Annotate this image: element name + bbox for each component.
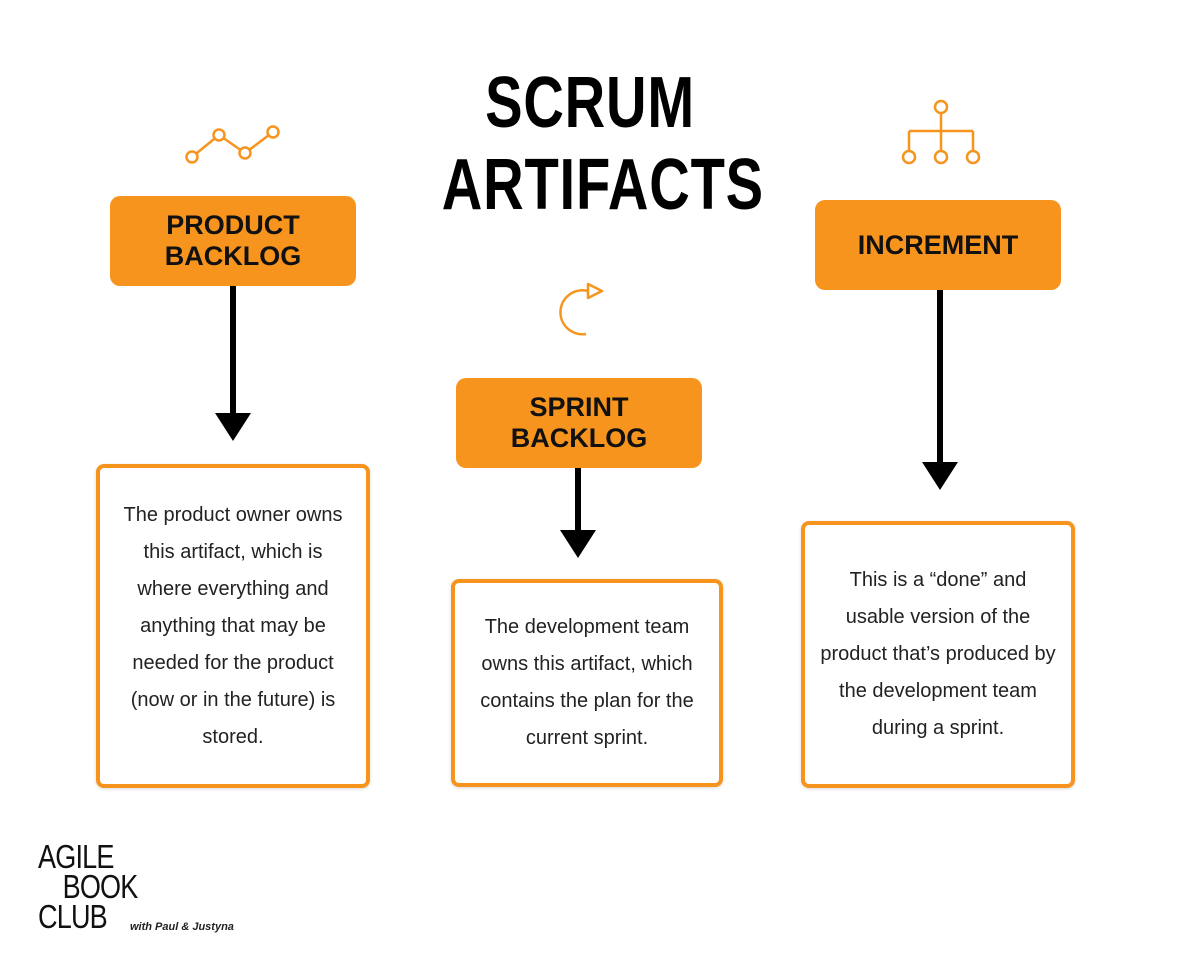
product-backlog-arrow-shaft bbox=[230, 286, 236, 416]
increment-label: INCREMENT bbox=[815, 200, 1061, 290]
hierarchy-icon bbox=[901, 99, 981, 165]
sprint-backlog-arrow-head bbox=[560, 530, 596, 558]
sprint-backlog-label: SPRINT BACKLOG bbox=[456, 378, 702, 468]
increment-arrow-shaft bbox=[937, 290, 943, 466]
product-backlog-label: PRODUCT BACKLOG bbox=[110, 196, 356, 286]
logo-line-2: BOOK bbox=[62, 868, 139, 905]
product-backlog-line-1: PRODUCT bbox=[166, 210, 300, 240]
product-backlog-arrow-head bbox=[215, 413, 251, 441]
logo-line-3: CLUB bbox=[38, 898, 108, 935]
agile-book-club-logo: AGILE BOOK CLUB bbox=[38, 838, 139, 935]
increment-line-1: INCREMENT bbox=[857, 229, 1019, 260]
logo-line-1: AGILE bbox=[38, 838, 114, 875]
product-backlog-line-2: BACKLOG bbox=[164, 241, 302, 271]
sprint-backlog-description: The development team owns this artifact,… bbox=[451, 579, 723, 787]
sprint-backlog-arrow-shaft bbox=[575, 468, 581, 532]
sprint-backlog-line-1: SPRINT bbox=[529, 392, 629, 422]
increment-description-text: This is a “done” and usable version of t… bbox=[820, 569, 1056, 739]
increment-description: This is a “done” and usable version of t… bbox=[801, 521, 1075, 788]
product-backlog-description: The product owner owns this artifact, wh… bbox=[96, 464, 370, 788]
increment-arrow-head bbox=[922, 462, 958, 490]
sprint-backlog-line-2: BACKLOG bbox=[510, 423, 648, 453]
title-line-1: SCRUM bbox=[485, 63, 695, 143]
title-line-2: ARTIFACTS bbox=[441, 145, 764, 225]
line-chart-icon bbox=[185, 125, 280, 164]
sprint-backlog-description-text: The development team owns this artifact,… bbox=[480, 616, 694, 749]
page-title: SCRUM ARTIFACTS bbox=[441, 62, 764, 226]
logo-subtitle: with Paul & Justyna bbox=[130, 921, 234, 933]
product-backlog-description-text: The product owner owns this artifact, wh… bbox=[123, 503, 343, 748]
cycle-arrow-icon bbox=[559, 282, 604, 336]
